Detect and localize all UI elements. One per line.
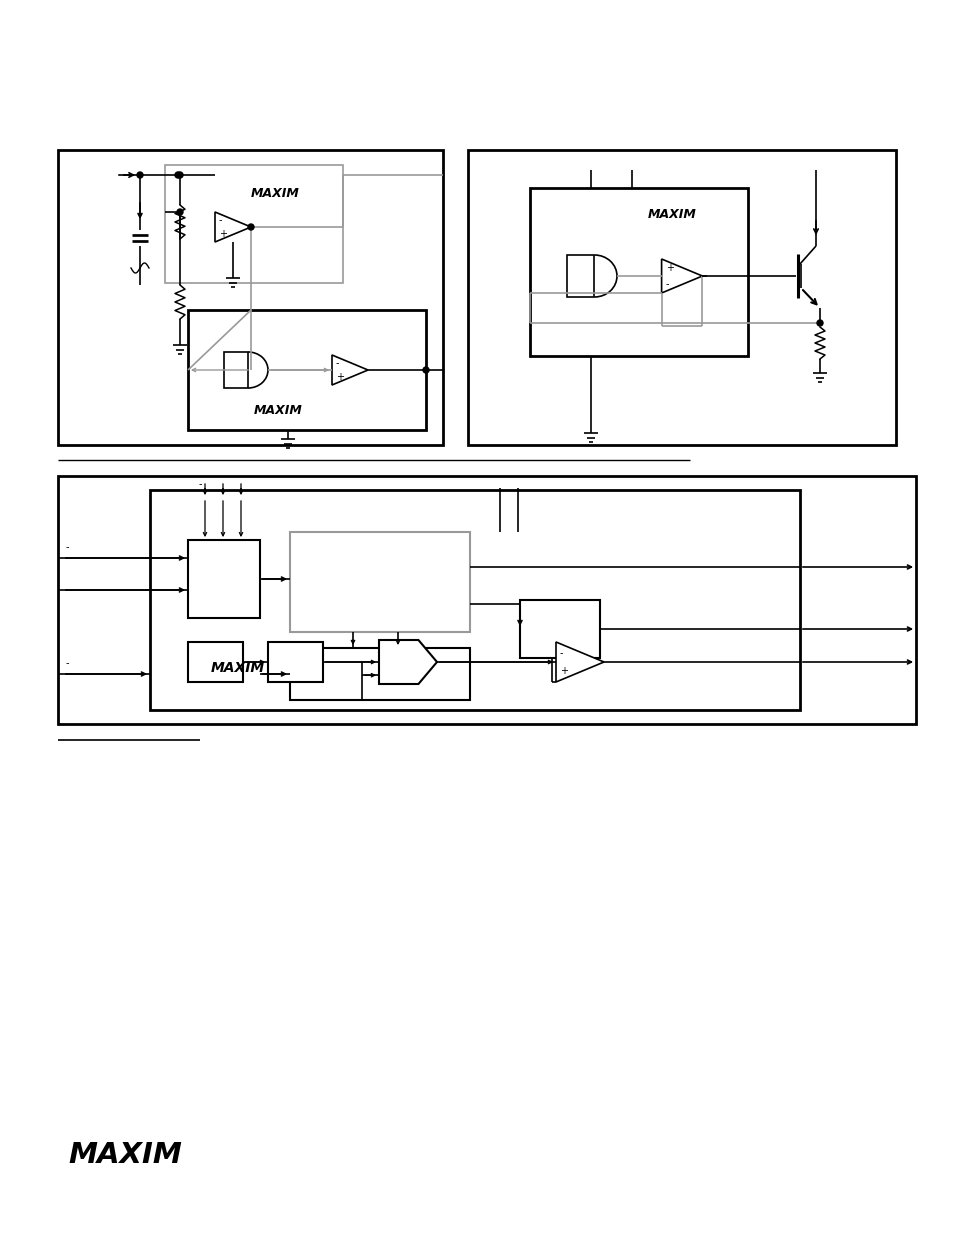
Text: MAXIM: MAXIM [68,1141,182,1170]
Text: -: - [559,648,563,658]
Polygon shape [214,212,251,242]
Circle shape [248,224,253,230]
Bar [290,648,470,700]
Bar [530,188,747,356]
Polygon shape [378,640,436,684]
Polygon shape [556,642,603,682]
Text: MAXIM: MAXIM [253,404,302,416]
Text: MAXIM: MAXIM [646,207,696,221]
Bar [519,600,599,658]
Bar [224,352,248,388]
Bar [188,540,260,618]
Text: -: - [219,215,222,225]
Polygon shape [661,259,701,293]
Circle shape [174,172,181,178]
Circle shape [422,367,429,373]
Text: +: + [219,228,227,238]
Circle shape [816,320,822,326]
Text: +: + [335,372,344,382]
Circle shape [137,172,143,178]
Text: +: + [665,263,673,273]
Circle shape [177,209,183,215]
Text: -: - [335,358,339,368]
Bar [188,642,243,682]
Bar [188,310,426,430]
Bar [290,532,470,632]
Bar [58,475,915,724]
Bar [165,165,343,283]
Bar [150,490,800,710]
Text: +: + [559,666,567,676]
Bar [268,642,323,682]
Bar [566,254,594,296]
Text: MAXIM: MAXIM [251,186,299,200]
Text: -: - [665,279,668,289]
Bar [58,149,442,445]
Circle shape [177,172,183,178]
Bar [468,149,895,445]
Polygon shape [332,354,368,385]
Text: -: - [198,479,201,489]
Text: -: - [66,542,70,552]
Text: -: - [66,658,70,668]
Text: MAXIM: MAXIM [211,661,265,676]
